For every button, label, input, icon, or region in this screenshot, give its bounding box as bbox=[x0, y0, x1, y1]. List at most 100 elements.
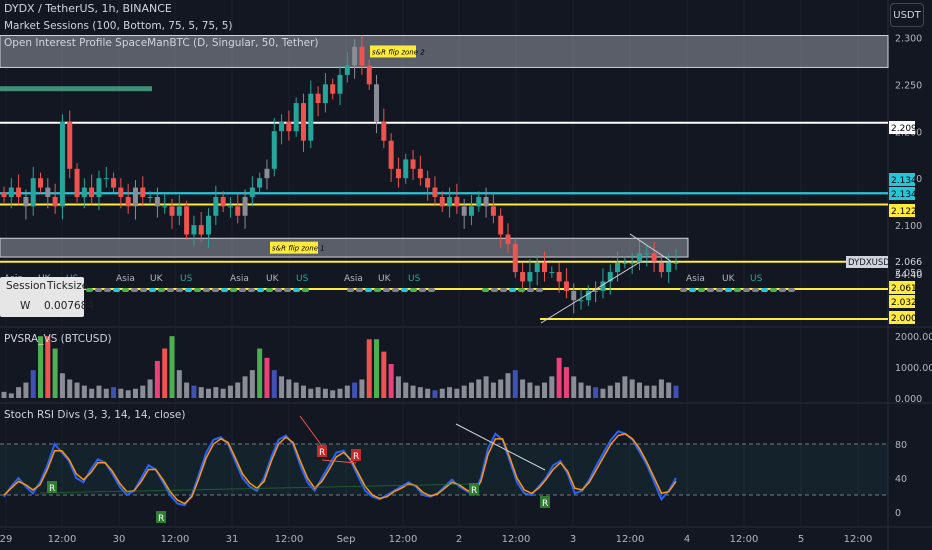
open-interest-legend[interactable]: Open Interest Profile SpaceManBTC (D, Si… bbox=[4, 37, 319, 49]
volume-bar bbox=[571, 376, 577, 398]
session-dot bbox=[257, 288, 264, 292]
divergence-marker bbox=[540, 496, 550, 508]
volume-bar bbox=[337, 388, 343, 398]
volume-bar bbox=[417, 387, 423, 398]
level-tag-label: 2.134 bbox=[891, 190, 917, 200]
divergence-line bbox=[321, 459, 357, 464]
session-dot bbox=[725, 288, 732, 292]
session-dot bbox=[86, 288, 93, 292]
volume-bar bbox=[227, 385, 233, 398]
currency-button[interactable]: USDT bbox=[890, 3, 924, 27]
candle-body bbox=[571, 290, 577, 301]
sr-flip-zone bbox=[0, 35, 889, 68]
x-tick-label: 12:00 bbox=[389, 534, 418, 545]
volume-bar bbox=[534, 385, 540, 398]
volume-bar bbox=[651, 385, 657, 398]
session-dot bbox=[680, 288, 687, 292]
session-dot bbox=[410, 288, 417, 292]
session-label: Asia bbox=[230, 274, 249, 284]
x-tick-label: 3 bbox=[570, 534, 576, 545]
session-dot bbox=[734, 288, 741, 292]
divergence-label: R bbox=[471, 486, 477, 496]
session-table: Session Ticksize W 0.007684 bbox=[0, 277, 94, 317]
rsi-y-tick: 0 bbox=[895, 508, 901, 519]
volume-bar bbox=[308, 388, 314, 398]
stoch-rsi-legend[interactable]: Stoch RSI Divs (3, 3, 14, 14, close) bbox=[4, 409, 186, 421]
volume-bar bbox=[607, 385, 613, 398]
session-dot bbox=[428, 288, 435, 292]
candle-body bbox=[184, 206, 190, 235]
candle-body bbox=[512, 243, 518, 273]
session-dot bbox=[113, 288, 120, 292]
volume-bar bbox=[23, 382, 29, 398]
volume-bar bbox=[67, 379, 73, 398]
session-dot bbox=[707, 288, 714, 292]
candle-body bbox=[359, 46, 365, 66]
volume-bar bbox=[30, 370, 36, 398]
session-dot bbox=[293, 288, 300, 292]
candle-body bbox=[352, 46, 358, 66]
x-tick-label: 5 bbox=[798, 534, 804, 545]
session-dot bbox=[302, 288, 309, 292]
divergence-line bbox=[299, 415, 323, 447]
session-dot bbox=[689, 288, 696, 292]
volume-bar bbox=[644, 385, 650, 398]
volume-bar bbox=[176, 370, 182, 398]
volume-bar bbox=[366, 339, 372, 398]
volume-bar bbox=[410, 385, 416, 398]
volume-bar bbox=[191, 385, 197, 398]
session-label: UK bbox=[150, 274, 164, 284]
session-label: UK bbox=[266, 274, 280, 284]
candle-body bbox=[125, 196, 131, 207]
volume-bar bbox=[468, 382, 474, 398]
volume-bar bbox=[622, 376, 628, 398]
level-tag-label: 2.122 bbox=[891, 207, 917, 217]
level-tag bbox=[889, 204, 915, 217]
volume-bar bbox=[220, 388, 226, 398]
volume-bar bbox=[103, 388, 109, 398]
volume-bar bbox=[8, 393, 14, 398]
candle-body bbox=[615, 262, 621, 273]
volume-bar bbox=[322, 388, 328, 398]
session-dot bbox=[518, 288, 525, 292]
candle-body bbox=[67, 121, 73, 169]
volume-bar bbox=[629, 379, 635, 398]
volume-bar bbox=[154, 360, 160, 398]
level-tag bbox=[889, 173, 915, 186]
volume-bar bbox=[198, 387, 204, 398]
volume-bar bbox=[615, 382, 621, 398]
volume-bar bbox=[162, 348, 168, 398]
candle-body bbox=[140, 187, 146, 197]
volume-bar bbox=[542, 382, 548, 398]
session-dot bbox=[743, 288, 750, 292]
divergence-marker bbox=[469, 483, 479, 495]
candle-body bbox=[622, 262, 628, 264]
candle-body bbox=[96, 178, 102, 197]
y-tick-label: 2.050 bbox=[895, 268, 922, 279]
volume-bar bbox=[578, 382, 584, 398]
session-label: US bbox=[750, 274, 763, 284]
candle-body bbox=[249, 187, 255, 197]
volume-bar bbox=[476, 379, 482, 398]
symbol-title[interactable]: DYDX / TetherUS, 1h, BINANCE bbox=[4, 2, 172, 15]
volume-bar bbox=[344, 385, 350, 398]
x-tick-label: 30 bbox=[113, 534, 126, 545]
volume-bar bbox=[425, 388, 431, 398]
level-tag-label: 2.209 bbox=[891, 124, 917, 134]
volume-bar bbox=[52, 348, 58, 398]
pvsra-legend[interactable]: PVSRA_VS (BTCUSD) bbox=[4, 333, 112, 345]
session-label: Asia bbox=[686, 274, 705, 284]
session-dot bbox=[779, 288, 786, 292]
zone-label: s&R flip zone 1 bbox=[272, 245, 325, 253]
candle-body bbox=[176, 206, 182, 216]
candle-body bbox=[213, 196, 219, 216]
session-dot bbox=[374, 288, 381, 292]
candle-body bbox=[461, 206, 467, 216]
market-sessions-legend[interactable]: Market Sessions (100, Bottom, 75, 5, 75,… bbox=[4, 20, 233, 32]
volume-bar bbox=[636, 382, 642, 398]
candle-body bbox=[169, 206, 175, 216]
volume-bar bbox=[147, 379, 153, 398]
session-dot bbox=[401, 288, 408, 292]
session-dot bbox=[788, 288, 795, 292]
